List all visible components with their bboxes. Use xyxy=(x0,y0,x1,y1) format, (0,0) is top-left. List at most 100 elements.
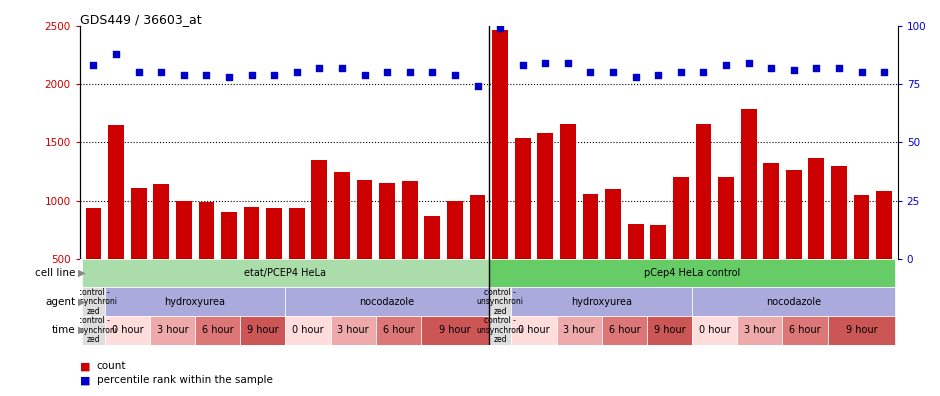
Bar xyxy=(538,133,553,317)
Bar xyxy=(647,316,692,345)
Point xyxy=(605,69,620,76)
Bar xyxy=(131,188,147,317)
Bar xyxy=(334,171,350,317)
Bar xyxy=(421,316,489,345)
Point xyxy=(808,65,823,71)
Point xyxy=(222,74,237,80)
Bar xyxy=(489,287,511,316)
Bar xyxy=(286,316,331,345)
Bar xyxy=(153,185,169,317)
Text: nocodazole: nocodazole xyxy=(360,297,415,307)
Bar xyxy=(650,225,666,317)
Text: 0 hour: 0 hour xyxy=(699,325,730,335)
Bar xyxy=(782,316,827,345)
Point xyxy=(267,72,282,78)
Bar xyxy=(221,212,237,317)
Text: hydroxyurea: hydroxyurea xyxy=(572,297,633,307)
Bar xyxy=(379,183,395,317)
Bar xyxy=(425,216,440,317)
Text: control -
unsynchroni
zed: control - unsynchroni zed xyxy=(70,316,117,345)
Text: 0 hour: 0 hour xyxy=(112,325,143,335)
Text: time: time xyxy=(52,325,75,335)
Text: 6 hour: 6 hour xyxy=(608,325,640,335)
Text: GDS449 / 36603_at: GDS449 / 36603_at xyxy=(80,13,201,26)
Text: 0 hour: 0 hour xyxy=(518,325,550,335)
Bar xyxy=(86,208,102,317)
Point xyxy=(628,74,643,80)
Point xyxy=(108,51,123,57)
Bar xyxy=(583,194,599,317)
Point xyxy=(493,25,508,31)
Bar xyxy=(82,316,104,345)
Bar xyxy=(692,316,737,345)
Text: cell line: cell line xyxy=(35,268,75,278)
Text: 9 hour: 9 hour xyxy=(247,325,278,335)
Text: 9 hour: 9 hour xyxy=(653,325,685,335)
Bar xyxy=(196,316,241,345)
Point xyxy=(786,67,801,73)
Text: pCep4 HeLa control: pCep4 HeLa control xyxy=(644,268,740,278)
Text: ▶: ▶ xyxy=(78,297,86,307)
Point xyxy=(154,69,169,76)
Bar xyxy=(150,316,196,345)
Bar xyxy=(763,164,779,317)
Point xyxy=(335,65,350,71)
Point xyxy=(290,69,305,76)
Text: 3 hour: 3 hour xyxy=(563,325,595,335)
Text: ▶: ▶ xyxy=(78,325,86,335)
Point xyxy=(583,69,598,76)
Bar xyxy=(556,316,602,345)
Text: ■: ■ xyxy=(80,375,90,385)
Bar xyxy=(82,259,489,287)
Bar xyxy=(876,191,892,317)
Point xyxy=(673,69,688,76)
Text: ▶: ▶ xyxy=(78,268,86,278)
Point xyxy=(402,69,417,76)
Point xyxy=(86,62,101,69)
Point xyxy=(470,83,485,89)
Point xyxy=(718,62,733,69)
Bar xyxy=(104,316,150,345)
Bar xyxy=(447,201,462,317)
Point xyxy=(696,69,711,76)
Point xyxy=(312,65,327,71)
Bar xyxy=(311,160,327,317)
Bar xyxy=(356,180,372,317)
Bar xyxy=(854,195,870,317)
Bar xyxy=(108,125,124,317)
Bar xyxy=(243,206,259,317)
Point xyxy=(131,69,146,76)
Text: hydroxyurea: hydroxyurea xyxy=(164,297,226,307)
Text: count: count xyxy=(97,361,126,371)
Point xyxy=(447,72,462,78)
Bar xyxy=(286,287,489,316)
Point xyxy=(763,65,778,71)
Bar xyxy=(104,287,286,316)
Bar xyxy=(741,109,757,317)
Text: 6 hour: 6 hour xyxy=(202,325,233,335)
Point xyxy=(832,65,847,71)
Point xyxy=(425,69,440,76)
Bar xyxy=(489,316,511,345)
Bar xyxy=(401,181,417,317)
Point xyxy=(560,60,575,66)
Text: nocodazole: nocodazole xyxy=(766,297,822,307)
Point xyxy=(650,72,666,78)
Point xyxy=(177,72,192,78)
Point xyxy=(380,69,395,76)
Text: control -
unsynchroni
zed: control - unsynchroni zed xyxy=(477,316,524,345)
Bar xyxy=(241,316,286,345)
Text: 9 hour: 9 hour xyxy=(846,325,877,335)
Bar xyxy=(831,166,847,317)
Text: 9 hour: 9 hour xyxy=(439,325,471,335)
Text: percentile rank within the sample: percentile rank within the sample xyxy=(97,375,273,385)
Bar xyxy=(718,177,734,317)
Bar xyxy=(489,259,896,287)
Bar xyxy=(786,170,802,317)
Text: 3 hour: 3 hour xyxy=(337,325,369,335)
Bar xyxy=(673,177,689,317)
Bar xyxy=(808,158,824,317)
Bar xyxy=(82,287,104,316)
Bar xyxy=(605,189,621,317)
Bar xyxy=(331,316,376,345)
